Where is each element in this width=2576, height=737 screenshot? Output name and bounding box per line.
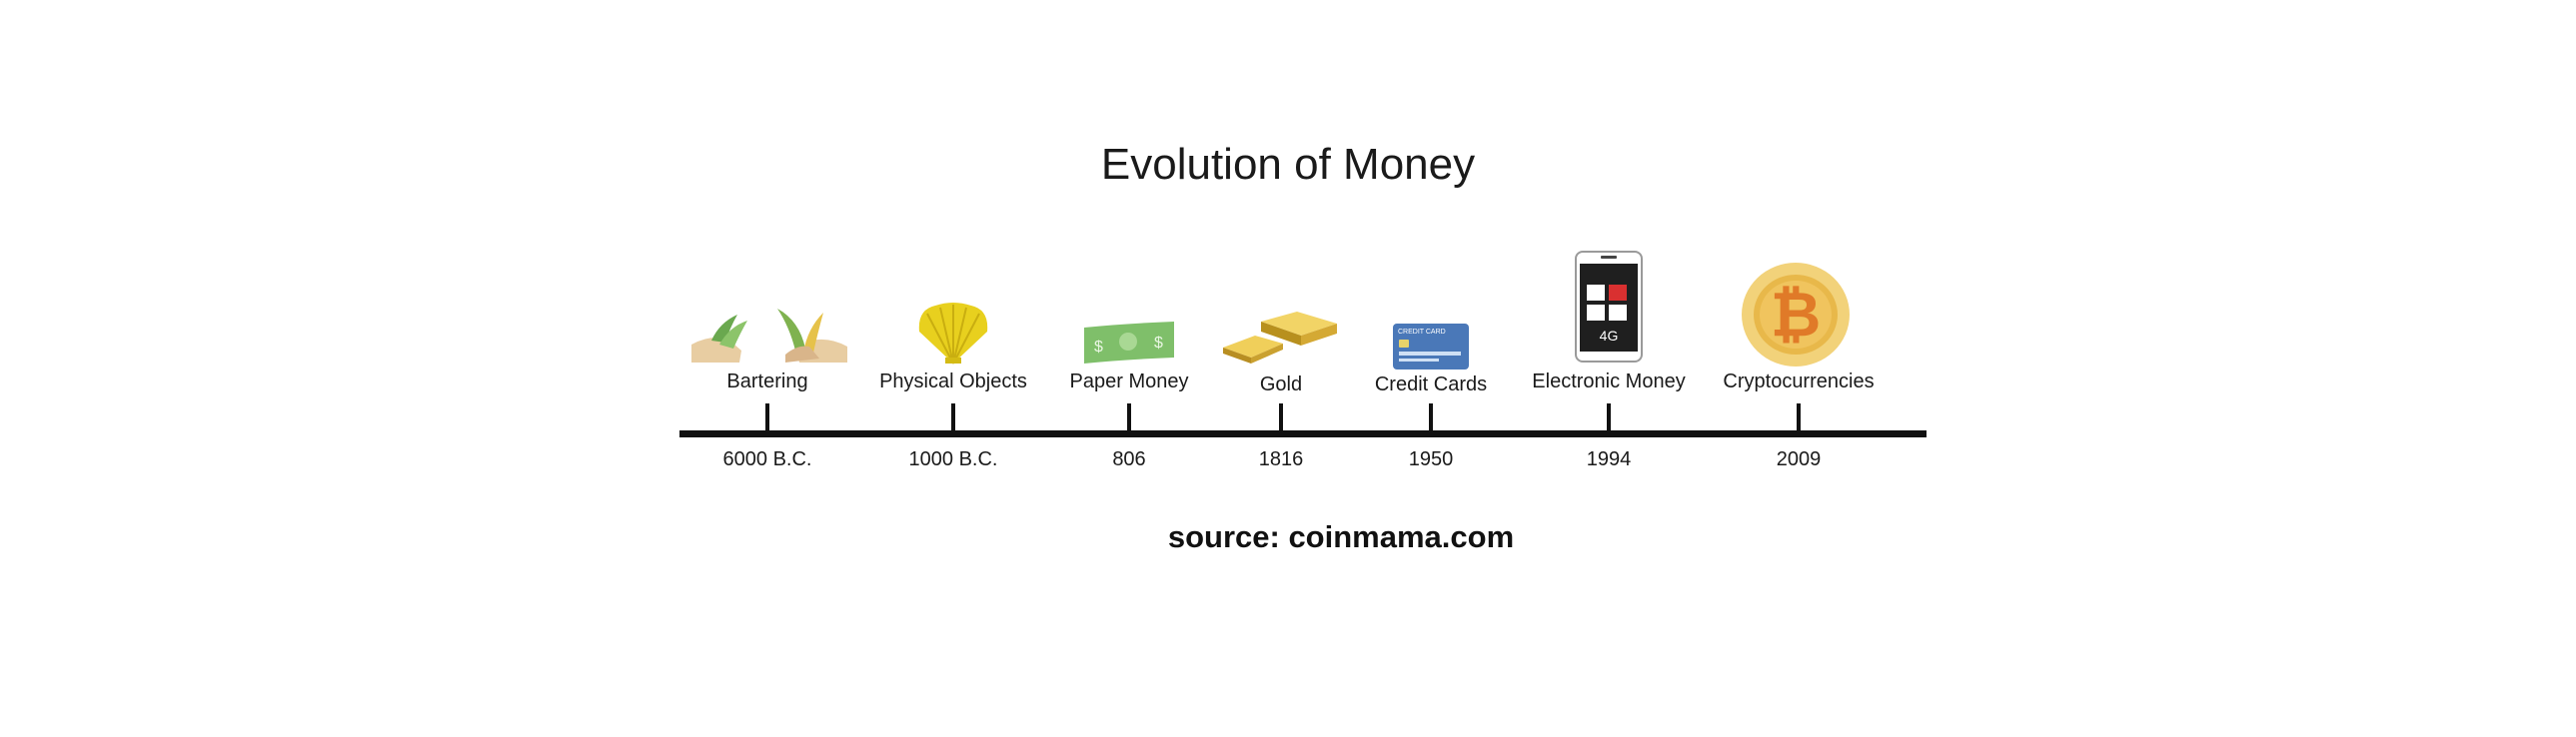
banknote-icon: $ $: [1084, 322, 1174, 364]
timeline-tick: [1797, 403, 1801, 433]
event-label-cryptocurrencies: Cryptocurrencies: [1723, 370, 1875, 392]
credit-card-icon: CREDIT CARD: [1393, 324, 1469, 369]
year-label-2009: 2009: [1776, 448, 1822, 470]
svg-text:$: $: [1094, 339, 1103, 356]
event-label-gold: Gold: [1259, 373, 1303, 395]
timeline-tick: [951, 403, 955, 433]
year-label-1994: 1994: [1586, 448, 1632, 470]
timeline-tick: [1429, 403, 1433, 433]
timeline-tick: [765, 403, 769, 433]
page-title: Evolution of Money: [1100, 140, 1476, 189]
source-caption: source: coinmama.com: [1167, 519, 1515, 554]
svg-text:CREDIT CARD: CREDIT CARD: [1398, 329, 1446, 336]
event-label-bartering: Bartering: [726, 370, 808, 392]
event-label-paper-money: Paper Money: [1069, 370, 1189, 392]
timeline-tick: [1127, 403, 1131, 433]
svg-text:₿: ₿: [1771, 278, 1822, 351]
barter-hands-icon: [691, 309, 847, 363]
gold-bars-icon: [1223, 312, 1337, 364]
year-label-6000-bc: 6000 B.C.: [722, 448, 812, 470]
bitcoin-icon: ₿: [1742, 263, 1850, 367]
timeline-tick: [1607, 403, 1611, 433]
timeline-tick: [1279, 403, 1283, 433]
year-label-1816: 1816: [1258, 448, 1304, 470]
event-label-physical-objects: Physical Objects: [879, 370, 1027, 392]
smartphone-icon: 4G: [1575, 251, 1643, 363]
event-label-credit-cards: Credit Cards: [1374, 373, 1488, 395]
event-label-electronic-money: Electronic Money: [1532, 370, 1686, 392]
svg-text:$: $: [1154, 335, 1163, 352]
year-label-1000-bc: 1000 B.C.: [908, 448, 998, 470]
seashell-icon: [918, 303, 988, 365]
year-label-1950: 1950: [1408, 448, 1454, 470]
year-label-806: 806: [1112, 448, 1146, 470]
timeline-axis: [679, 430, 1927, 437]
svg-text:4G: 4G: [1600, 328, 1619, 344]
